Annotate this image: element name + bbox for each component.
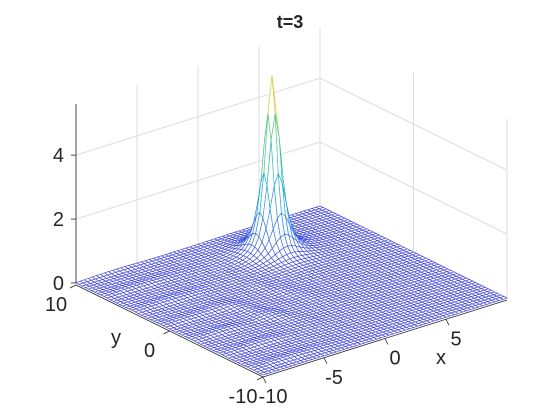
x-tick-mark [323,357,328,364]
y-tick-label: 0 [144,340,155,362]
y-tick-label: -10 [229,386,258,408]
y-axis-label: y [111,327,121,349]
x-axis-label: x [436,347,446,369]
z-tick-label: 0 [53,273,64,295]
x-tick-mark [384,338,389,345]
grid-line-z [75,77,508,171]
x-tick-label: 5 [450,328,461,350]
y-tick-mark [163,330,170,335]
x-tick-label: -5 [325,367,343,389]
surface-mesh [75,75,508,376]
chart-title: t=3 [277,12,304,32]
z-tick-label: 2 [53,209,64,231]
x-tick-label: -10 [259,386,288,408]
x-tick-mark [445,319,450,326]
z-tick-label: 4 [53,145,64,167]
x-tick-label: 0 [389,348,400,370]
grid-line-z [75,141,508,235]
x-tick-mark [262,376,267,384]
y-tick-mark [256,376,264,381]
y-tick-label: 10 [45,294,67,316]
y-tick-mark [69,284,77,289]
